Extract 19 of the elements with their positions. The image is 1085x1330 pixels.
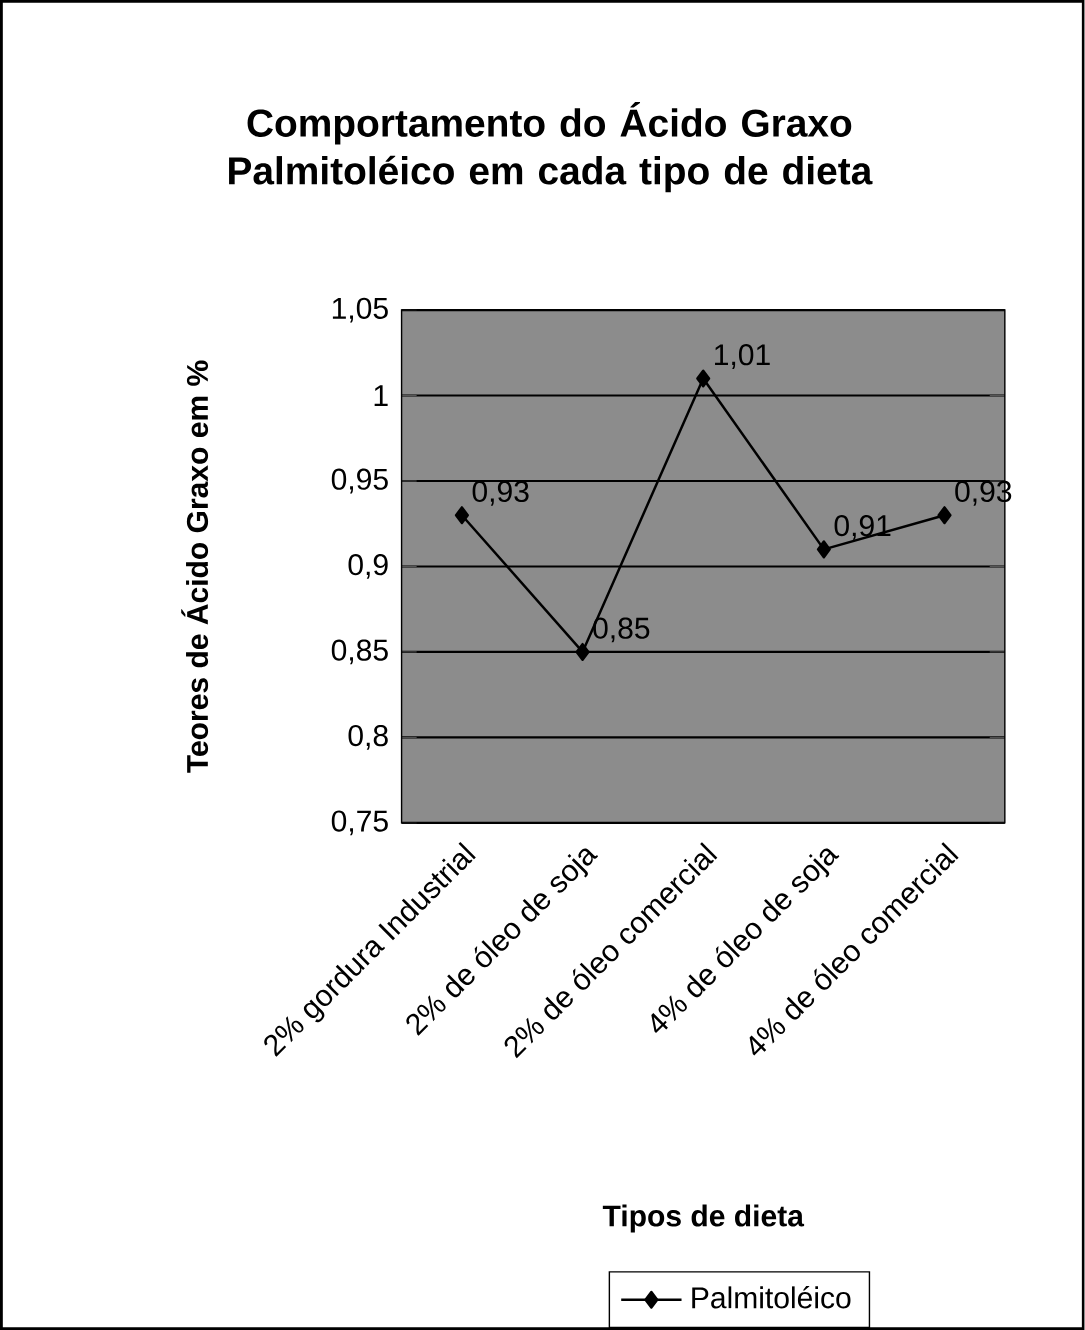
point (937, 506, 952, 525)
legend-label: Palmitoléico (692, 1286, 851, 1309)
y-tick-label: 0,95 (331, 468, 389, 494)
y-tick-label: 0,9 (348, 554, 388, 579)
y-tick-label: 0,8 (348, 725, 388, 750)
point (455, 506, 470, 525)
data-label: 0,91 (834, 515, 891, 540)
chart-title: Comportamento do Ácido Graxo Palmitoléico em cada tipo de dieta (229, 102, 873, 193)
point (816, 540, 832, 559)
data-label: 0,85 (593, 617, 650, 643)
y-axis-title: Teores de Ácido Graxo em % (181, 360, 209, 773)
point (575, 642, 590, 661)
point (696, 369, 711, 388)
y-tick-label: 0,75 (331, 810, 389, 836)
x-axis-title: Tipos de dieta (603, 1204, 805, 1233)
y-tick-label: 1,05 (333, 297, 389, 323)
data-label: 1,01 (715, 344, 770, 369)
y-tick-label: 0,85 (331, 639, 389, 665)
y-tick-label: 1 (374, 385, 388, 406)
